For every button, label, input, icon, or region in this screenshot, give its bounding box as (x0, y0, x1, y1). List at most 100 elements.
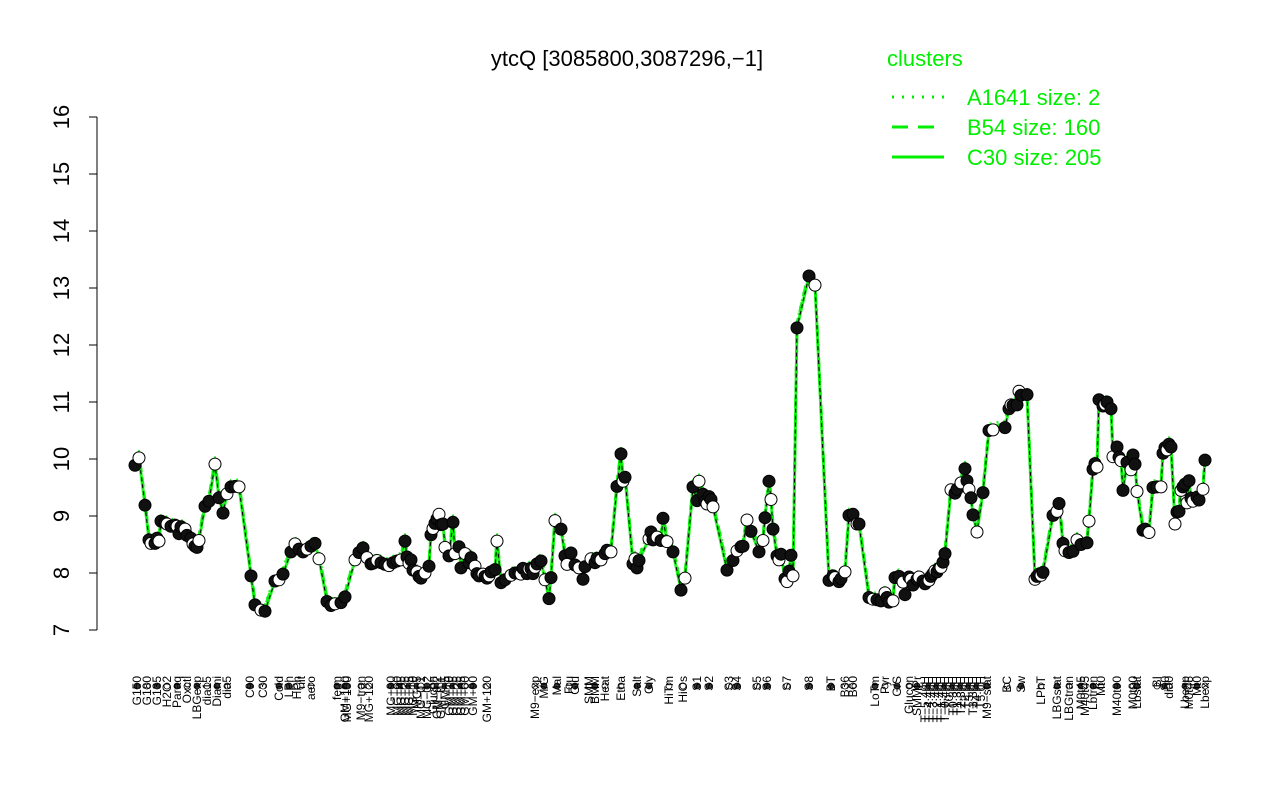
x-tick-label: S3 (722, 676, 736, 691)
data-point (762, 474, 776, 488)
x-rug-marker (293, 682, 301, 690)
x-tick-label: Glucon (902, 676, 916, 714)
x-rug-marker (365, 682, 373, 690)
x-rug-marker (725, 682, 733, 690)
data-point (838, 565, 852, 579)
x-tick-label: HiTm (662, 676, 676, 705)
cluster-line-a1641 (134, 268, 1206, 606)
x-tick-label: HPh (290, 676, 304, 699)
data-point (604, 545, 618, 559)
x-rug-marker (1053, 682, 1061, 690)
data-point (312, 552, 326, 566)
x-tick-label: M40t90 (1110, 676, 1124, 716)
data-point (232, 480, 246, 494)
data-point (258, 604, 272, 618)
x-rug-marker (143, 682, 151, 690)
legend-label: A1641 size: 2 (967, 85, 1100, 110)
x-tick-label: H2O2 (160, 676, 174, 708)
x-tick-label: M9−tran (354, 676, 368, 720)
x-rug-marker (357, 682, 365, 690)
cluster-line-b54 (133, 270, 1207, 609)
data-point (488, 563, 502, 577)
x-rug-marker (259, 682, 267, 690)
x-rug-marker (285, 682, 293, 690)
x-tick-label: S7 (780, 676, 794, 691)
y-tick-label: 12 (49, 333, 74, 357)
x-tick-label: Heat (598, 675, 612, 701)
x-tick-label: Fru (562, 676, 576, 694)
x-rug-marker (665, 682, 673, 690)
data-point (152, 534, 166, 548)
x-tick-label: BT (824, 675, 838, 691)
data-point (490, 534, 504, 548)
legend: clusters A1641 size: 2 B54 size: 160 C30 s… (887, 46, 1102, 170)
x-rug-marker (213, 682, 221, 690)
x-tick-label: B60 (846, 676, 860, 698)
data-point (614, 447, 628, 461)
data-point (276, 567, 290, 581)
x-rug-marker (1003, 682, 1011, 690)
x-tick-label: Etha (614, 676, 628, 701)
x-rug-marker (333, 682, 341, 690)
x-rug-marker (483, 682, 491, 690)
x-rug-marker (827, 682, 835, 690)
data-point (542, 592, 556, 606)
x-tick-label: LoTm (868, 676, 882, 707)
x-rug-marker (1165, 682, 1173, 690)
data-point (632, 554, 646, 567)
data-point (1104, 402, 1118, 416)
data-point (678, 571, 692, 585)
x-rug-marker (633, 682, 641, 690)
x-tick-label: M9−stat (980, 675, 994, 719)
data-point (786, 569, 800, 583)
data-point (784, 548, 798, 562)
x-tick-label: Oxctl (180, 676, 194, 703)
x-axis-labels: G150G180G135H2O2ParaqOxctlLBGexpdia15Dia… (130, 675, 1212, 722)
x-rug-marker (540, 682, 548, 690)
x-tick-label: S5 (750, 676, 764, 691)
data-point (308, 536, 322, 550)
data-point (1154, 480, 1168, 494)
data-point (564, 546, 578, 560)
x-tick-label: Mal (550, 676, 564, 695)
x-tick-label: C30 (256, 676, 270, 698)
x-rug-marker (601, 682, 609, 690)
data-point (656, 511, 670, 525)
x-rug-marker (246, 682, 254, 690)
x-tick-label: Glu (568, 676, 582, 695)
data-point (422, 559, 436, 573)
data-point (790, 321, 804, 335)
data-point (740, 513, 754, 527)
data-point (964, 491, 978, 505)
x-tick-label: SMM (582, 676, 596, 704)
x-tick-label: G180 (140, 676, 154, 706)
legend-label: B54 size: 160 (967, 115, 1100, 140)
legend-label: C30 size: 205 (967, 145, 1102, 170)
data-point (208, 457, 222, 471)
x-rug-marker (705, 682, 713, 690)
data-point (576, 572, 590, 586)
x-rug-marker (553, 682, 561, 690)
x-tick-label: Paraq (170, 676, 184, 708)
x-tick-label: S6 (760, 676, 774, 691)
data-point (692, 474, 706, 488)
x-tick-label: GM+90 (466, 676, 480, 716)
x-tick-label: Salt (630, 675, 644, 696)
x-tick-label: S1 (690, 676, 704, 691)
data-point (1198, 453, 1212, 467)
data-point (1196, 482, 1210, 496)
x-tick-label: LBGstat (1050, 675, 1064, 719)
x-rug-marker (1037, 682, 1045, 690)
data-point (554, 522, 568, 536)
x-tick-label: dia0 (1162, 676, 1176, 699)
x-tick-label: Mt0 (1190, 676, 1204, 696)
x-rug-marker (163, 682, 171, 690)
x-tick-label: MG+120 (362, 676, 376, 723)
x-rug-marker (849, 682, 857, 690)
x-rug-marker (1089, 682, 1097, 690)
data-point (970, 525, 984, 539)
x-rug-marker (153, 682, 161, 690)
x-rug-marker (275, 682, 283, 690)
x-rug-marker (1065, 682, 1073, 690)
x-rug-marker (203, 682, 211, 690)
